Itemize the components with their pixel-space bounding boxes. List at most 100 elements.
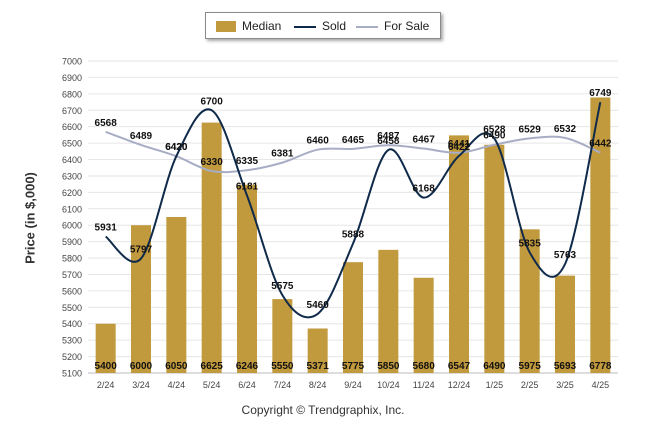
legend-label-sold: Sold: [322, 19, 347, 33]
data-label-for-sale: 6441: [448, 139, 471, 150]
bar-median: [272, 299, 293, 373]
bar-median: [378, 249, 399, 373]
x-tick-label: 10/24: [377, 380, 400, 390]
legend-item-for-sale: For Sale: [356, 19, 429, 33]
data-label-sold: 5931: [95, 223, 118, 234]
data-label-for-sale: 6465: [342, 135, 365, 146]
y-tick-label: 6100: [62, 204, 82, 214]
data-label-for-sale: 6487: [377, 131, 400, 142]
y-tick-label: 6000: [62, 221, 82, 231]
data-label-sold: 6458: [377, 136, 400, 147]
data-label-for-sale: 6532: [554, 124, 577, 135]
x-tick-label: 1/25: [486, 380, 504, 390]
y-tick-label: 5600: [62, 286, 82, 296]
data-label-sold: 5763: [554, 250, 577, 261]
y-axis-label: Price (in $,000): [22, 172, 38, 264]
y-tick-label: 6500: [62, 139, 82, 149]
y-tick-label: 5200: [62, 352, 82, 362]
y-tick-label: 6200: [62, 188, 82, 198]
data-label-sold: 5888: [342, 230, 365, 241]
data-label-for-sale: 6490: [483, 131, 506, 142]
y-tick-label: 6800: [62, 89, 82, 99]
x-tick-label: 9/24: [344, 380, 362, 390]
data-label-median: 5975: [519, 361, 542, 372]
x-tick-label: 3/25: [556, 380, 574, 390]
y-tick-label: 5500: [62, 303, 82, 313]
bar-median: [343, 262, 363, 373]
data-label-for-sale: 6335: [236, 156, 259, 167]
x-tick-label: 5/24: [203, 380, 221, 390]
bar-median: [95, 323, 116, 373]
x-tick-label: 12/24: [448, 380, 471, 390]
legend: Median Sold For Sale: [205, 12, 441, 39]
data-label-sold: 5835: [519, 238, 542, 249]
data-label-for-sale: 6568: [95, 118, 118, 129]
y-tick-label: 5700: [62, 270, 82, 280]
data-label-sold: 6168: [413, 184, 436, 195]
y-tick-label: 5300: [62, 336, 82, 346]
data-label-median: 5550: [271, 361, 294, 372]
legend-swatch-median: [216, 21, 236, 33]
legend-item-sold: Sold: [294, 19, 346, 33]
bar-median: [519, 229, 540, 373]
x-tick-label: 11/24: [413, 380, 435, 390]
data-label-for-sale: 6442: [589, 139, 612, 150]
y-tick-label: 6700: [62, 106, 82, 116]
bar-median: [555, 275, 575, 373]
bar-median: [449, 135, 469, 373]
x-tick-label: 2/25: [521, 380, 539, 390]
data-label-median: 6778: [589, 361, 612, 372]
y-tick-label: 5900: [62, 237, 82, 247]
data-label-for-sale: 6460: [307, 136, 330, 147]
data-label-sold: 6749: [589, 88, 612, 99]
data-label-median: 5400: [95, 361, 118, 372]
y-tick-label: 5100: [62, 369, 82, 379]
data-label-sold: 6700: [201, 96, 224, 107]
x-tick-label: 4/25: [592, 380, 610, 390]
data-label-sold: 6420: [165, 142, 188, 153]
legend-item-median: Median: [216, 19, 281, 33]
x-tick-label: 6/24: [238, 380, 256, 390]
x-tick-label: 7/24: [274, 380, 292, 390]
bar-median: [237, 184, 257, 373]
data-label-median: 6050: [165, 361, 188, 372]
data-label-median: 6000: [130, 361, 153, 372]
y-tick-label: 6900: [62, 73, 82, 83]
data-label-median: 6246: [236, 361, 259, 372]
y-tick-label: 6300: [62, 171, 82, 181]
data-label-sold: 5460: [307, 300, 330, 311]
legend-label-median: Median: [242, 19, 282, 33]
x-tick-label: 8/24: [309, 380, 327, 390]
bar-median: [484, 144, 505, 373]
data-label-median: 5371: [307, 361, 330, 372]
data-label-median: 5775: [342, 361, 365, 372]
line-sold: [105, 102, 602, 319]
bar-median: [201, 122, 222, 373]
data-label-median: 6625: [201, 361, 224, 372]
y-tick-label: 6400: [62, 155, 82, 165]
legend-label-for-sale: For Sale: [384, 19, 430, 33]
legend-swatch-for-sale: [356, 25, 378, 28]
data-label-sold: 5797: [130, 245, 153, 256]
data-label-sold: 6528: [483, 125, 506, 136]
y-tick-label: 7000: [62, 57, 82, 67]
bar-median: [413, 277, 434, 373]
data-label-for-sale: 6489: [130, 131, 153, 142]
data-label-for-sale: 6420: [165, 142, 188, 153]
data-label-median: 6490: [483, 361, 506, 372]
bar-median: [307, 328, 328, 373]
legend-swatch-sold: [294, 25, 316, 28]
data-label-for-sale: 6330: [201, 157, 224, 168]
data-label-median: 6547: [448, 361, 471, 372]
data-label-for-sale: 6381: [271, 149, 294, 160]
data-label-for-sale: 6467: [413, 135, 436, 146]
data-label-median: 5850: [377, 361, 400, 372]
x-tick-label: 3/24: [132, 380, 150, 390]
data-label-sold: 6181: [236, 181, 259, 192]
x-tick-label: 2/24: [97, 380, 115, 390]
y-tick-label: 6600: [62, 122, 82, 132]
data-label-sold: 5575: [271, 281, 294, 292]
bar-median: [166, 217, 187, 373]
